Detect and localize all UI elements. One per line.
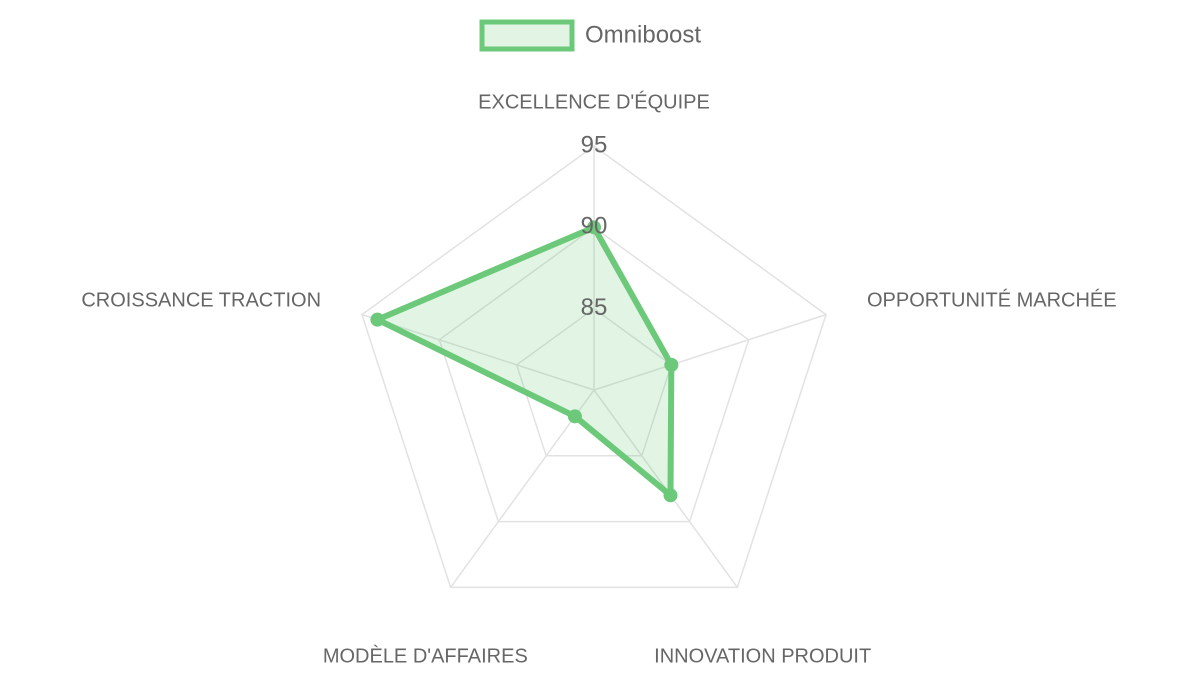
axis-label: MODÈLE D'AFFAIRES bbox=[323, 644, 528, 667]
tick-label: 85 bbox=[581, 294, 608, 321]
axis-label: OPPORTUNITÉ MARCHÉE bbox=[867, 289, 1117, 312]
data-point bbox=[587, 220, 601, 235]
legend-label: Omniboost bbox=[585, 21, 701, 48]
spoke bbox=[593, 313, 827, 391]
axis-label: CROISSANCE TRACTION bbox=[81, 290, 321, 312]
legend-swatch bbox=[479, 19, 575, 52]
spoke bbox=[361, 313, 595, 391]
data-point bbox=[370, 312, 385, 327]
data-point bbox=[567, 409, 582, 424]
data-point bbox=[664, 357, 679, 372]
tick-label: 90 bbox=[581, 213, 608, 240]
axis-label: EXCELLENCE D'ÉQUIPE bbox=[478, 90, 710, 113]
grid-ring bbox=[361, 145, 827, 589]
data-point bbox=[663, 488, 678, 503]
spoke bbox=[449, 389, 595, 588]
axis-label: INNOVATION PRODUIT bbox=[654, 645, 871, 667]
tick-label: 95 bbox=[581, 131, 608, 158]
grid-ring bbox=[438, 226, 750, 523]
grid-ring bbox=[515, 307, 673, 457]
series-area bbox=[374, 224, 675, 499]
